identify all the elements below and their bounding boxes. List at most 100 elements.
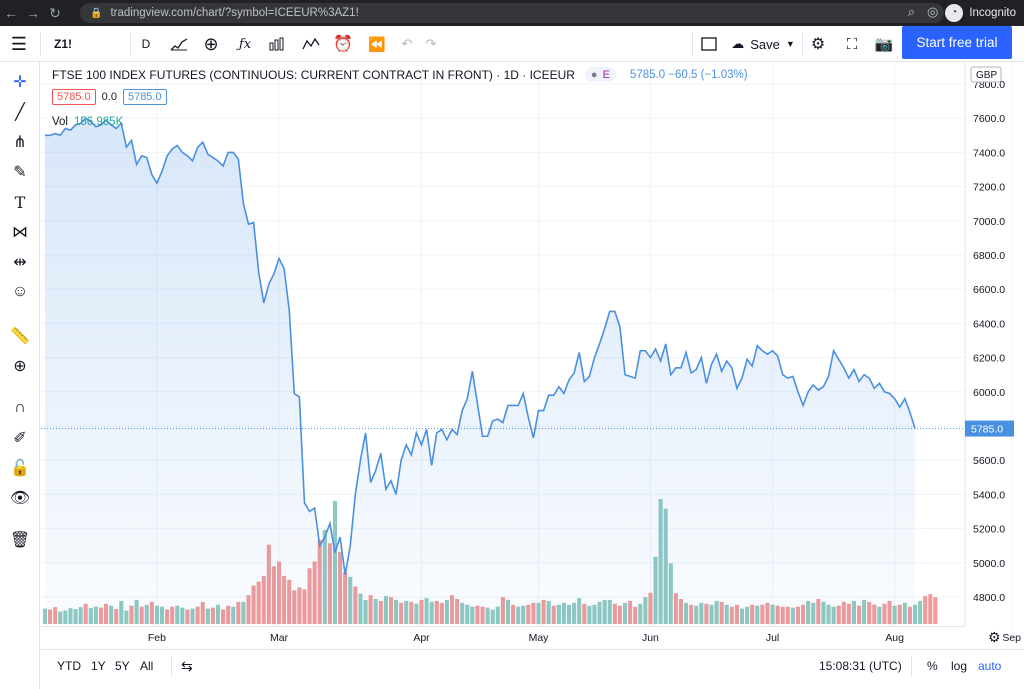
eye-icon[interactable]: 👁: [9, 490, 31, 507]
y-tick-label: 5000.0: [973, 558, 1005, 570]
y-tick-label: 7200.0: [973, 182, 1005, 194]
y-tick-label: 6600.0: [973, 284, 1005, 296]
settings-icon[interactable]: ⚙: [810, 36, 826, 53]
y-tick-label: 6800.0: [973, 250, 1005, 262]
log-toggle[interactable]: log: [951, 659, 968, 673]
volume-bar: [923, 596, 928, 624]
price-line: [45, 117, 916, 575]
fib-icon[interactable]: ⋔: [13, 134, 27, 151]
redo-icon[interactable]: ↷: [425, 36, 437, 51]
zoom-icon[interactable]: ⌕: [907, 4, 915, 19]
volume-legend: Vol 156.985K: [52, 116, 123, 128]
financials-icon[interactable]: [264, 26, 290, 62]
save-button[interactable]: ☁ Save ▼: [728, 26, 798, 62]
zoom-in-icon[interactable]: ⊕: [13, 358, 27, 375]
lock-draw-icon[interactable]: ✐: [13, 430, 27, 447]
save-label: Save: [750, 36, 780, 52]
time-axis[interactable]: Feb Mar Apr May Jun Jul Aug Sep ⚙: [41, 627, 1024, 649]
interval-button[interactable]: D: [141, 37, 151, 51]
ask-price[interactable]: 5785.0: [122, 89, 167, 105]
bid-price[interactable]: 5785.0: [52, 89, 96, 105]
text-tool-icon[interactable]: T: [14, 192, 26, 212]
back-icon[interactable]: ←: [4, 5, 18, 21]
y-tick-label: 4800.0: [973, 592, 1005, 604]
layout-icon[interactable]: [698, 26, 720, 62]
indicators-icon[interactable]: ƒx: [238, 36, 252, 52]
symbol-legend: FTSE 100 INDEX FUTURES (CONTINUOUS: CURR…: [52, 67, 748, 82]
range-5y[interactable]: 5Y: [115, 659, 130, 673]
forecast-icon[interactable]: ⇹: [13, 254, 27, 271]
start-free-trial-button[interactable]: Start free trial: [902, 26, 1012, 59]
volume-bar: [918, 600, 923, 624]
trendline-icon[interactable]: ╱: [15, 104, 25, 121]
compare-icon[interactable]: ⊕: [203, 33, 219, 54]
profile-label: Incognito: [969, 7, 1016, 19]
last-price-label: 5785.0: [971, 424, 1003, 436]
bar-style-icon[interactable]: [166, 26, 192, 62]
fullscreen-icon[interactable]: ⛶: [846, 35, 858, 53]
y-tick-label: 7400.0: [973, 147, 1005, 159]
bid-ask-row: 5785.0 0.0 5785.0: [52, 89, 167, 105]
browser-bar: ← → ↻ 🔒 tradingview.com/chart/?symbol=IC…: [0, 0, 1024, 26]
volume-label: Vol: [52, 116, 68, 128]
replay-icon[interactable]: ⏪: [368, 35, 386, 52]
chart-pane[interactable]: 4800.05000.05200.05400.05600.05800.06000…: [41, 62, 1024, 627]
ruler-icon[interactable]: 📏: [10, 328, 30, 345]
volume-value: 156.985K: [74, 116, 124, 128]
exchange-pill[interactable]: ● E: [584, 67, 616, 82]
crosshair-icon[interactable]: ✛: [13, 74, 27, 91]
incognito-profile[interactable]: ◔ Incognito: [945, 2, 1016, 24]
last-price-box: [965, 420, 1014, 437]
x-tick-label: Jul: [766, 632, 779, 644]
price-chart[interactable]: 4800.05000.05200.05400.05600.05800.06000…: [41, 62, 1024, 627]
chevron-down-icon: ▼: [785, 39, 795, 49]
currency-label: GBP: [976, 70, 997, 81]
y-tick-label: 5600.0: [973, 455, 1005, 467]
y-tick-label: 6200.0: [973, 353, 1005, 365]
drawing-toolbar: ✛ ╱ ⋔ ✎ T ⋈ ⇹ ☺ 📏 ⊕ ∩ ✐ 🔓 👁 🗑: [0, 62, 40, 689]
volume-bar: [933, 597, 938, 624]
last-value: 5785.0 −60.5 (−1.03%): [629, 68, 748, 81]
bottom-toolbar: YTD 1Y 5Y All ⇆ 15:08:31 (UTC) % log aut…: [41, 649, 1024, 689]
y-tick-label: 7000.0: [973, 216, 1005, 228]
spread-value: 0.0: [101, 91, 117, 103]
menu-icon[interactable]: ☰: [10, 33, 28, 54]
unlock-icon[interactable]: 🔓: [10, 460, 30, 477]
symbol-search-button[interactable]: Z1!: [54, 37, 72, 51]
forward-icon[interactable]: →: [26, 5, 40, 21]
brush-icon[interactable]: ✎: [13, 164, 27, 181]
magnet-icon[interactable]: ∩: [14, 399, 26, 416]
axis-settings-icon[interactable]: ⚙: [988, 629, 1001, 645]
lock-icon: 🔒: [90, 7, 103, 19]
trash-icon[interactable]: 🗑: [9, 532, 31, 549]
volume-bar: [928, 594, 933, 624]
percent-toggle[interactable]: %: [927, 659, 938, 673]
range-ytd[interactable]: YTD: [57, 659, 81, 673]
camera-icon[interactable]: 📷: [874, 36, 894, 53]
y-tick-label: 6000.0: [973, 387, 1005, 399]
url-text: tradingview.com/chart/?symbol=ICEEUR%3AZ…: [110, 7, 359, 19]
undo-icon[interactable]: ↶: [401, 36, 413, 51]
currency-box: [970, 66, 1002, 83]
x-tick-label: May: [529, 632, 550, 644]
x-tick-label: Apr: [413, 632, 430, 644]
emoji-icon[interactable]: ☺: [11, 283, 29, 300]
range-all[interactable]: All: [140, 659, 154, 673]
x-tick-label: Feb: [148, 632, 166, 644]
templates-icon[interactable]: [298, 26, 324, 62]
tracking-icon[interactable]: ◎: [927, 4, 939, 19]
alert-icon[interactable]: ⏰: [333, 36, 353, 53]
date-range-icon[interactable]: ⇆: [181, 657, 193, 674]
x-tick-label: Jun: [642, 632, 659, 644]
y-tick-label: 6400.0: [973, 318, 1005, 330]
x-tick-label: Mar: [270, 632, 289, 644]
pattern-icon[interactable]: ⋈: [12, 224, 28, 241]
y-tick-label: 5200.0: [973, 524, 1005, 536]
range-1y[interactable]: 1Y: [91, 659, 106, 673]
address-bar[interactable]: 🔒 tradingview.com/chart/?symbol=ICEEUR%3…: [80, 3, 944, 23]
auto-toggle[interactable]: auto: [978, 659, 1002, 673]
x-tick-label: Aug: [885, 632, 904, 644]
clock-time[interactable]: 15:08:31 (UTC): [819, 659, 902, 673]
reload-icon[interactable]: ↻: [49, 4, 61, 21]
price-area: [45, 118, 915, 627]
